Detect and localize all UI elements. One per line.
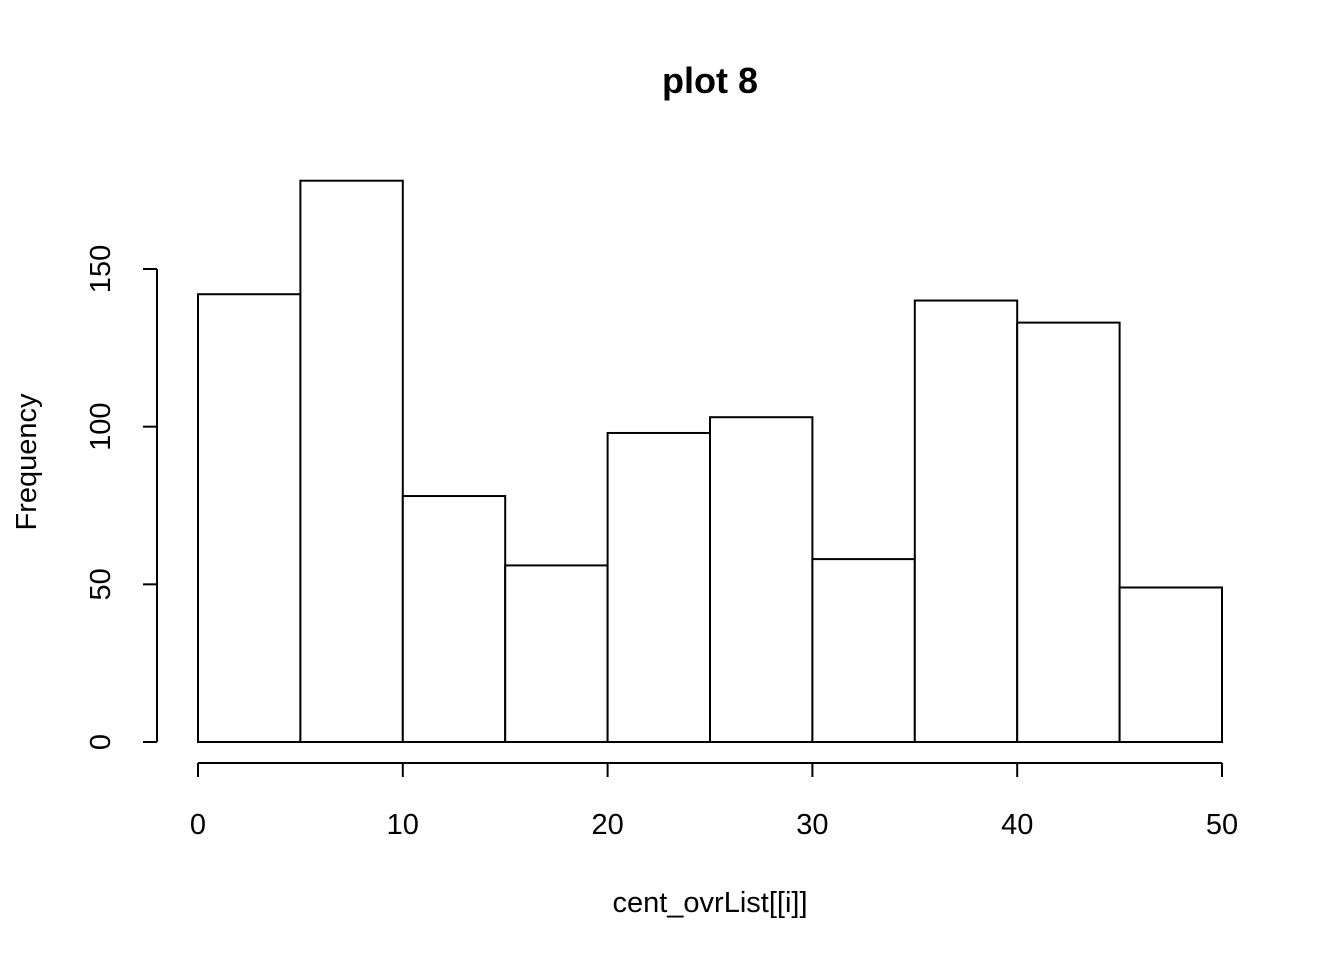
chart-title: plot 8	[662, 60, 758, 101]
y-tick-label: 50	[85, 568, 117, 600]
x-tick-label: 40	[1001, 809, 1033, 841]
histogram-bar	[1118, 586, 1223, 744]
histogram-bar	[504, 564, 609, 743]
y-tick-label: 150	[85, 245, 117, 293]
histogram-bar	[197, 293, 302, 743]
x-tick-label: 20	[591, 809, 623, 841]
histogram-bar	[401, 495, 507, 744]
histogram-bar	[913, 299, 1019, 743]
histogram-bar	[606, 431, 711, 743]
x-tick-label: 30	[796, 809, 828, 841]
y-axis: 0 50 100 150	[85, 245, 158, 750]
histogram-bar	[299, 179, 404, 743]
x-axis-label: cent_ovrList[[i]]	[612, 887, 807, 919]
histogram-bar	[709, 416, 814, 743]
y-axis-label: Frequency	[11, 393, 43, 531]
x-tick-label: 0	[190, 809, 206, 841]
histogram-bar	[1016, 321, 1121, 743]
x-tick-label: 50	[1206, 809, 1238, 841]
histogram-bar	[811, 558, 916, 744]
y-tick-label: 100	[85, 402, 117, 450]
y-tick-label: 0	[85, 734, 117, 750]
x-tick-label: 10	[387, 809, 419, 841]
histogram-bars	[197, 179, 1223, 744]
x-axis: 0 10 20 30 40 50	[190, 762, 1238, 841]
